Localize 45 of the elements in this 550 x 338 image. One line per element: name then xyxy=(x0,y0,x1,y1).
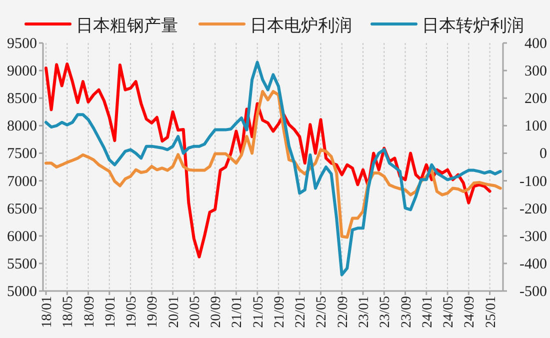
x-tick-label: 18/05 xyxy=(61,296,76,328)
x-tick-label: 20/05 xyxy=(188,296,203,328)
y-tick-label: 9500 xyxy=(7,36,37,52)
y-tick-label: 5000 xyxy=(7,284,37,300)
x-tick-label: 23/09 xyxy=(399,296,414,328)
y-tick-label: 7000 xyxy=(7,174,37,190)
y-tick-label: 9000 xyxy=(7,64,37,80)
legend-label: 日本电炉利润 xyxy=(250,16,352,36)
x-tick-label: 24/01 xyxy=(420,296,436,328)
y2-tick-label: 100 xyxy=(524,118,547,135)
x-tick-label: 19/05 xyxy=(124,296,140,328)
y-tick-label: 8000 xyxy=(7,118,37,135)
x-tick-label: 22/05 xyxy=(314,296,330,328)
y-tick-label: 6000 xyxy=(7,228,37,245)
y-tick-label: 5500 xyxy=(7,256,37,272)
y2-tick-label: 400 xyxy=(524,36,547,52)
y-tick-label: 7500 xyxy=(7,146,37,162)
x-tick-label: 21/05 xyxy=(251,296,266,328)
x-tick-label: 20/09 xyxy=(209,296,224,328)
x-tick-label: 18/01 xyxy=(40,296,55,328)
x-tick-label: 22/09 xyxy=(336,296,351,328)
y-tick-label: 8500 xyxy=(7,91,37,108)
y2-tick-label: -300 xyxy=(520,228,547,245)
y2-tick-label: -400 xyxy=(520,256,547,272)
legend-label: 日本粗钢产量 xyxy=(76,16,178,36)
y2-tick-label: -200 xyxy=(520,201,547,218)
x-tick-label: 19/09 xyxy=(146,296,161,328)
y2-tick-label: 200 xyxy=(524,91,547,108)
x-tick-label: 21/01 xyxy=(230,296,246,328)
y2-tick-label: 300 xyxy=(524,64,547,80)
y2-tick-label: 0 xyxy=(540,146,547,162)
y-tick-label: 6500 xyxy=(7,201,37,218)
x-tick-label: 21/09 xyxy=(272,296,288,328)
x-tick-label: 22/01 xyxy=(294,296,309,328)
y2-tick-label: -500 xyxy=(520,284,547,300)
x-tick-label: 23/01 xyxy=(356,296,372,328)
y2-tick-label: -100 xyxy=(520,174,547,190)
x-tick-label: 23/05 xyxy=(378,296,394,328)
x-tick-label: 19/01 xyxy=(103,296,118,328)
x-tick-label: 18/09 xyxy=(82,296,98,328)
x-tick-label: 20/01 xyxy=(166,296,182,328)
x-tick-label: 25/01 xyxy=(484,296,499,328)
x-tick-label: 24/05 xyxy=(442,296,457,328)
legend-label: 日本转炉利润 xyxy=(422,16,524,36)
x-tick-label: 24/09 xyxy=(462,296,478,328)
